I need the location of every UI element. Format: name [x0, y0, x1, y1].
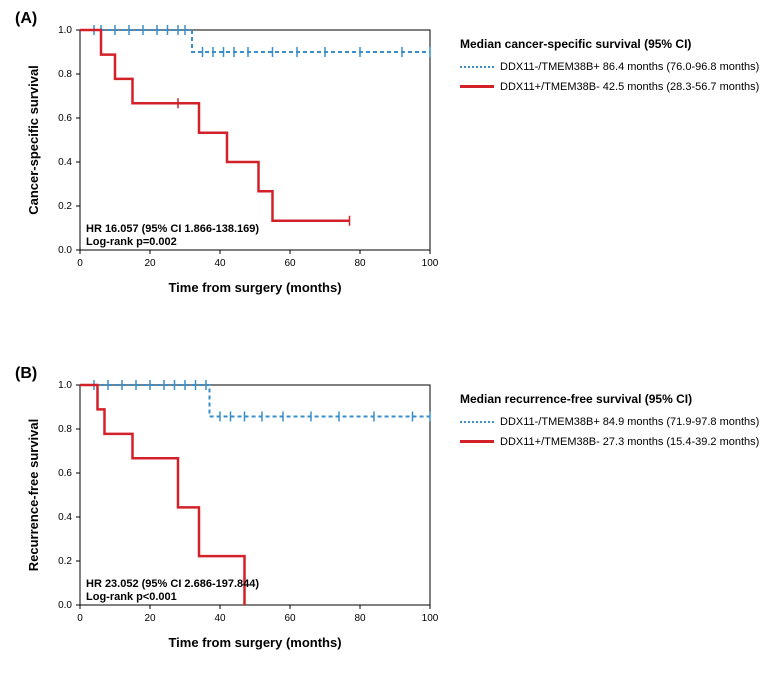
legend-text-red-b: DDX11+/TMEM38B- 27.3 months (15.4-39.2 m…	[500, 434, 759, 451]
legend-title-b: Median recurrence-free survival (95% CI)	[460, 390, 759, 408]
svg-text:40: 40	[214, 258, 226, 269]
svg-text:80: 80	[354, 613, 366, 624]
svg-text:Cancer-specific survival: Cancer-specific survival	[26, 65, 41, 215]
legend-text-red-a: DDX11+/TMEM38B- 42.5 months (28.3-56.7 m…	[500, 79, 759, 96]
svg-text:0.2: 0.2	[58, 556, 72, 567]
legend-row-blue-b: DDX11-/TMEM38B+ 84.9 months (71.9-97.8 m…	[460, 414, 759, 431]
svg-text:60: 60	[284, 258, 296, 269]
svg-text:0.8: 0.8	[58, 424, 72, 435]
legend-swatch-blue	[460, 66, 494, 68]
svg-text:0: 0	[77, 258, 83, 269]
svg-text:0.0: 0.0	[58, 600, 72, 611]
svg-text:1.0: 1.0	[58, 380, 72, 391]
panel-b-plot: 0.0 0.2 0.4 0.6 0.8 1.0 0 20 40 60 80 100 Time from …	[20, 365, 450, 665]
svg-text:HR 16.057 (95% CI 1.866-138.16: HR 16.057 (95% CI 1.866-138.169)	[86, 223, 259, 235]
legend-row-red-b: DDX11+/TMEM38B- 27.3 months (15.4-39.2 m…	[460, 434, 759, 451]
panel-a-legend: Median cancer-specific survival (95% CI)…	[460, 35, 759, 98]
svg-text:60: 60	[284, 613, 296, 624]
svg-text:Log-rank p<0.001: Log-rank p<0.001	[86, 591, 177, 603]
panel-b-legend: Median recurrence-free survival (95% CI)…	[460, 390, 759, 453]
svg-text:0.4: 0.4	[58, 157, 72, 168]
svg-text:Recurrence-free survival: Recurrence-free survival	[26, 419, 41, 571]
svg-text:0.8: 0.8	[58, 69, 72, 80]
legend-title-a: Median cancer-specific survival (95% CI)	[460, 35, 759, 53]
svg-text:1.0: 1.0	[58, 25, 72, 36]
panel-a-plot: 0.0 0.2 0.4 0.6 0.8 1.0 0 20 40 60 80 100 Time from …	[20, 10, 450, 310]
svg-text:20: 20	[144, 613, 156, 624]
svg-text:0.4: 0.4	[58, 512, 72, 523]
svg-text:0.6: 0.6	[58, 113, 72, 124]
svg-text:0.6: 0.6	[58, 468, 72, 479]
svg-text:Time from surgery (months): Time from surgery (months)	[168, 280, 341, 295]
svg-text:40: 40	[214, 613, 226, 624]
svg-text:Log-rank p=0.002: Log-rank p=0.002	[86, 236, 177, 248]
legend-text-blue-b: DDX11-/TMEM38B+ 84.9 months (71.9-97.8 m…	[500, 414, 759, 431]
svg-text:100: 100	[422, 258, 439, 269]
svg-text:0: 0	[77, 613, 83, 624]
svg-text:0.0: 0.0	[58, 245, 72, 256]
legend-swatch-red	[460, 85, 494, 88]
legend-swatch-red	[460, 440, 494, 443]
svg-text:HR 23.052 (95% CI 2.686-197.84: HR 23.052 (95% CI 2.686-197.844)	[86, 578, 259, 590]
svg-text:80: 80	[354, 258, 366, 269]
legend-text-blue-a: DDX11-/TMEM38B+ 86.4 months (76.0-96.8 m…	[500, 59, 759, 76]
svg-text:0.2: 0.2	[58, 201, 72, 212]
legend-row-blue-a: DDX11-/TMEM38B+ 86.4 months (76.0-96.8 m…	[460, 59, 759, 76]
svg-text:20: 20	[144, 258, 156, 269]
legend-swatch-blue	[460, 421, 494, 423]
page: (A) 0.00.20.40.60.81.0020406080100Time f…	[0, 0, 765, 697]
svg-text:100: 100	[422, 613, 439, 624]
svg-text:Time from surgery (months): Time from surgery (months)	[168, 635, 341, 650]
legend-row-red-a: DDX11+/TMEM38B- 42.5 months (28.3-56.7 m…	[460, 79, 759, 96]
